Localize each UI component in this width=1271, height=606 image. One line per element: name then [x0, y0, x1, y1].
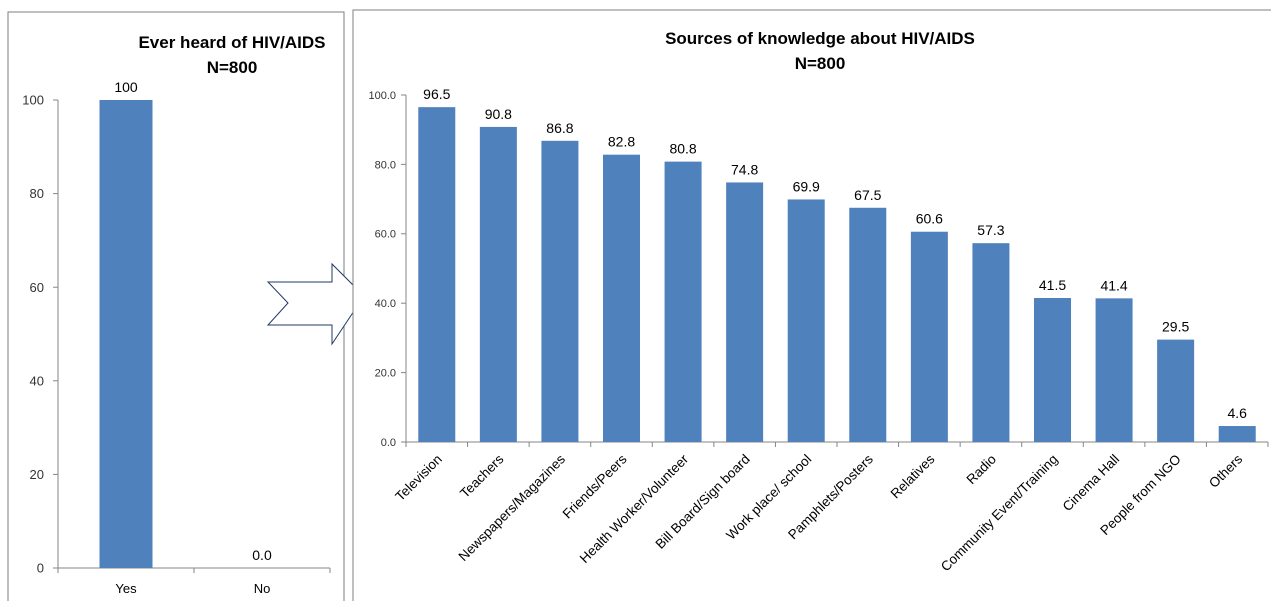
sources-data-label: 29.5 [1162, 319, 1189, 335]
sources-data-label: 4.6 [1227, 405, 1247, 421]
ever-heard-y-tick-label: 80 [30, 186, 44, 201]
sources-data-label: 86.8 [546, 120, 573, 136]
sources-y-tick-label: 0.0 [381, 437, 396, 449]
ever-heard-data-label: 100 [114, 79, 138, 95]
sources-y-tick-label: 40.0 [375, 298, 396, 310]
ever-heard-y-tick-label: 20 [30, 467, 44, 482]
ever-heard-chart-title: Ever heard of HIV/AIDS [138, 33, 325, 52]
sources-y-tick-label: 20.0 [375, 367, 396, 379]
sources-y-tick-label: 80.0 [375, 159, 396, 171]
ever-heard-y-tick-label: 100 [22, 93, 44, 108]
sources-bar [418, 107, 456, 443]
ever-heard-category-label: Yes [115, 581, 137, 596]
sources-bar [664, 161, 702, 442]
ever-heard-y-tick-label: 40 [30, 373, 44, 388]
sources-data-label: 41.4 [1100, 277, 1127, 293]
ever-heard-y-tick-label: 60 [30, 280, 44, 295]
sources-bar [1157, 339, 1195, 442]
sources-bar [849, 207, 887, 442]
right-arrow-icon [266, 262, 365, 346]
ever-heard-bar [99, 100, 153, 568]
sources-data-label: 57.3 [977, 222, 1004, 238]
sources-data-label: 80.8 [669, 141, 696, 157]
sources-data-label: 69.9 [793, 178, 820, 194]
sources-bar [1034, 297, 1071, 442]
sources-data-label: 96.5 [423, 86, 450, 102]
ever-heard-plot: 0 20 40 60 80 100 100 Yes 0.0 No [22, 79, 331, 596]
sources-data-label: 67.5 [854, 187, 881, 203]
sources-bar [910, 231, 948, 442]
ever-heard-data-label: 0.0 [252, 547, 272, 563]
sources-bar [1218, 426, 1256, 442]
sources-data-label: 74.8 [731, 161, 758, 177]
sources-bar [1095, 298, 1133, 442]
sources-data-label: 41.5 [1039, 277, 1066, 293]
sources-bar [541, 140, 579, 442]
sources-bar [726, 182, 764, 442]
ever-heard-y-tick-label: 0 [37, 561, 44, 576]
sources-chart: Sources of knowledge about HIV/AIDS N=80… [352, 9, 1271, 606]
sources-y-tick-label: 60.0 [375, 229, 396, 241]
sources-data-label: 60.6 [916, 211, 943, 227]
sources-chart-title: Sources of knowledge about HIV/AIDS [665, 29, 975, 48]
sources-bar [479, 126, 517, 442]
sources-bar [972, 243, 1010, 442]
sources-chart-subtitle: N=800 [795, 54, 846, 73]
ever-heard-category-label: No [254, 581, 271, 596]
sources-bar [603, 154, 640, 442]
ever-heard-chart-subtitle: N=800 [207, 58, 258, 77]
sources-y-tick-label: 100.0 [368, 90, 396, 102]
sources-data-label: 82.8 [608, 134, 635, 150]
sources-bar [787, 199, 825, 442]
sources-data-label: 90.8 [485, 106, 512, 122]
